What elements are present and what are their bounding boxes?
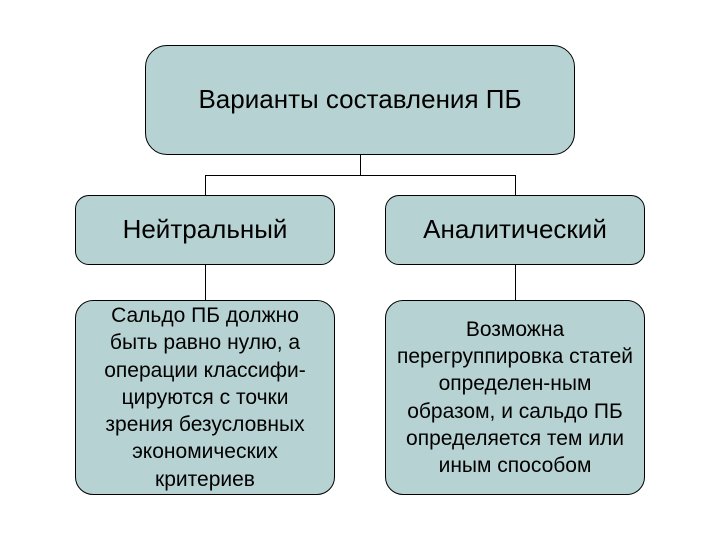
connector-segment	[205, 283, 206, 301]
right-leaf-label: Возможна перегруппировка статей определе…	[396, 316, 634, 480]
connector-segment	[205, 265, 206, 283]
right-mid-label: Аналитический	[423, 213, 607, 247]
left-leaf-label: Сальдо ПБ должно быть равно нулю, а опер…	[86, 302, 324, 493]
connector-segment	[205, 175, 360, 176]
connector-segment	[360, 155, 361, 175]
root-label: Варианты составления ПБ	[198, 83, 521, 117]
right-mid-node: Аналитический	[385, 195, 645, 265]
left-leaf-node: Сальдо ПБ должно быть равно нулю, а опер…	[75, 300, 335, 495]
left-mid-label: Нейтральный	[123, 213, 288, 247]
right-leaf-node: Возможна перегруппировка статей определе…	[385, 300, 645, 495]
connector-segment	[515, 283, 516, 301]
root-node: Варианты составления ПБ	[145, 45, 575, 155]
left-mid-node: Нейтральный	[75, 195, 335, 265]
connector-segment	[205, 175, 206, 195]
connector-segment	[515, 175, 516, 195]
connector-segment	[360, 175, 515, 176]
connector-segment	[515, 265, 516, 283]
